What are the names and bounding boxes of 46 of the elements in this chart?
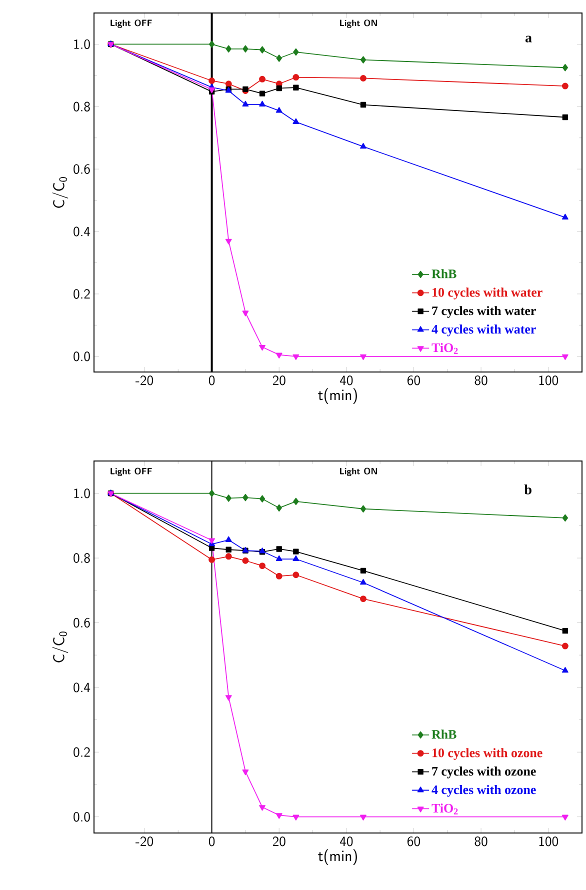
y-axis-title: C/C$_{0}$ <box>52 177 68 208</box>
legend-label: 10 cycles with water <box>432 288 542 300</box>
y-tick-label: 0.6 <box>74 164 90 174</box>
y-tick-label: 0.2 <box>74 747 90 757</box>
x-tick-label: 100 <box>539 836 558 846</box>
x-axis-title: t(min) <box>318 849 357 866</box>
x-tick-label: 20 <box>272 836 286 846</box>
annotation: Light ON <box>340 468 377 476</box>
annotation: Light ON <box>340 20 377 28</box>
legend-label: TiO$_{2}$ <box>432 342 458 354</box>
y-tick-label: 0.8 <box>74 553 90 563</box>
x-tick-label: 0 <box>208 836 215 846</box>
x-tick-label: 40 <box>340 836 353 846</box>
y-tick-label: 0.4 <box>74 226 90 236</box>
x-axis-title: t(min) <box>318 388 357 404</box>
x-tick-label: 60 <box>407 836 420 846</box>
x-tick-label: 60 <box>407 376 420 386</box>
legend-label: RhB <box>432 269 456 278</box>
x-tick-label: 40 <box>340 376 353 386</box>
annotation: b <box>524 484 532 494</box>
y-tick-label: 0.4 <box>74 682 90 692</box>
x-tick-label: -20 <box>136 376 154 386</box>
annotation: Light OFF <box>110 468 152 476</box>
x-tick-label: 0 <box>208 376 215 386</box>
y-axis-title: C/C$_{0}$ <box>52 632 68 662</box>
x-tick-label: 80 <box>474 836 488 846</box>
annotation: a <box>525 36 532 42</box>
legend-label: 4 cycles with ozone <box>432 785 536 797</box>
legend-label: 10 cycles with ozone <box>432 748 542 760</box>
y-tick-label: 0.0 <box>74 812 90 822</box>
y-tick-label: 0.2 <box>74 289 90 299</box>
y-tick-label: 0.8 <box>74 102 90 112</box>
y-tick-label: 0.6 <box>74 618 90 628</box>
annotation: Light OFF <box>110 20 152 28</box>
x-tick-label: 80 <box>474 376 488 386</box>
x-tick-label: 100 <box>539 376 558 386</box>
legend-label: RhB <box>432 730 456 739</box>
x-tick-label: 20 <box>272 376 286 386</box>
legend-label: 7 cycles with water <box>432 306 536 318</box>
legend-label: 4 cycles with water <box>432 324 536 336</box>
x-tick-label: -20 <box>136 836 154 846</box>
legend-label: 7 cycles with ozone <box>432 766 536 778</box>
y-tick-label: 1.0 <box>74 488 90 498</box>
y-tick-label: 1.0 <box>74 39 90 50</box>
y-tick-label: 0.0 <box>74 352 90 362</box>
legend-label: TiO$_{2}$ <box>432 803 458 814</box>
